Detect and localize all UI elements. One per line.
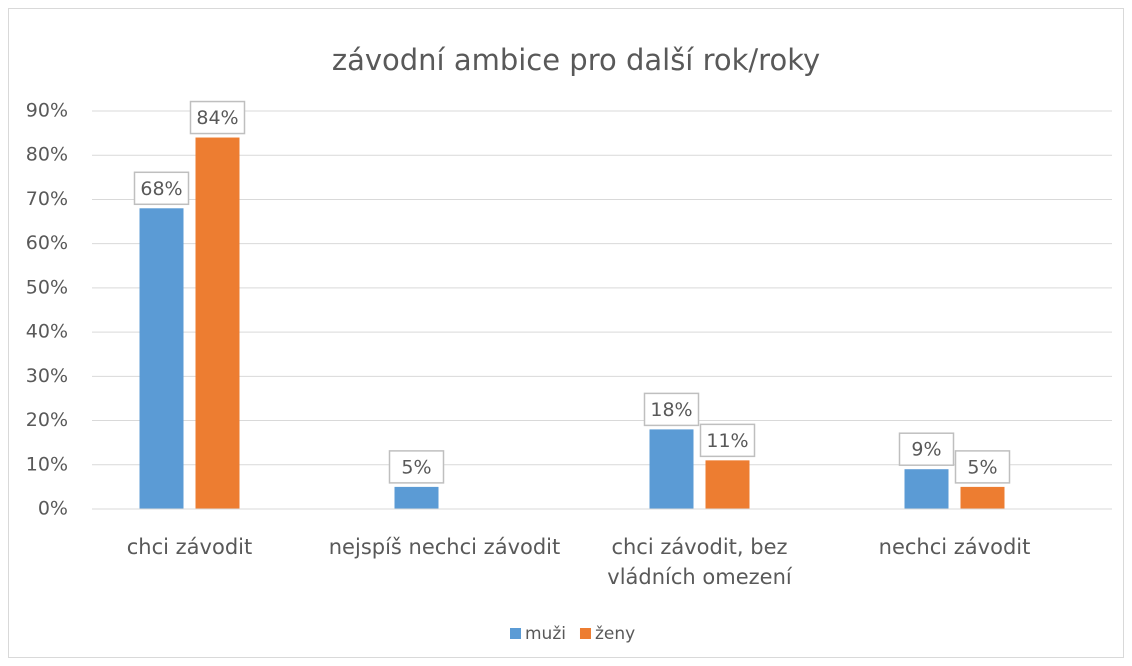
data-label-box [189, 100, 246, 135]
data-label-box [954, 450, 1011, 484]
y-tick-label: 40% [26, 321, 68, 343]
y-tick-label: 70% [26, 188, 68, 210]
data-label-box [898, 432, 955, 466]
data-label: 84% [196, 107, 238, 129]
x-tick-label: nejspíš nechci závodit [328, 535, 561, 559]
bar [649, 429, 694, 509]
y-tick-label: 90% [26, 100, 68, 122]
data-label-box [388, 450, 445, 484]
bar [139, 208, 184, 510]
y-tick-label: 80% [26, 144, 68, 166]
data-label: 11% [706, 430, 748, 452]
x-tick-label: chci závodit [126, 535, 253, 559]
bar [705, 460, 750, 509]
chart-title: závodní ambice pro další rok/roky [332, 43, 820, 77]
y-tick-label: 0% [38, 498, 68, 520]
bar [904, 469, 949, 509]
x-tick-label: chci závodit, bez vládních omezení [607, 535, 792, 589]
data-label-box [643, 392, 700, 427]
y-tick-label: 10% [26, 453, 68, 475]
data-label-box [699, 423, 756, 458]
y-tick-label: 20% [26, 409, 68, 431]
bar [960, 486, 1005, 509]
data-label: 9% [911, 439, 941, 461]
bar [394, 486, 439, 509]
data-label: 5% [967, 456, 997, 478]
data-label-box [133, 171, 190, 206]
y-tick-label: 30% [26, 365, 68, 387]
x-tick-label: nechci závodit [878, 535, 1031, 559]
y-tick-label: 60% [26, 232, 68, 254]
data-label: 5% [401, 456, 431, 478]
legend-swatch [579, 628, 591, 639]
legend-swatch [510, 628, 521, 639]
y-tick-label: 50% [26, 276, 68, 298]
legend-label: muži [525, 624, 566, 644]
legend-label: ženy [595, 624, 635, 644]
data-label: 68% [140, 178, 182, 200]
bar [195, 137, 240, 510]
data-label: 18% [650, 399, 692, 421]
